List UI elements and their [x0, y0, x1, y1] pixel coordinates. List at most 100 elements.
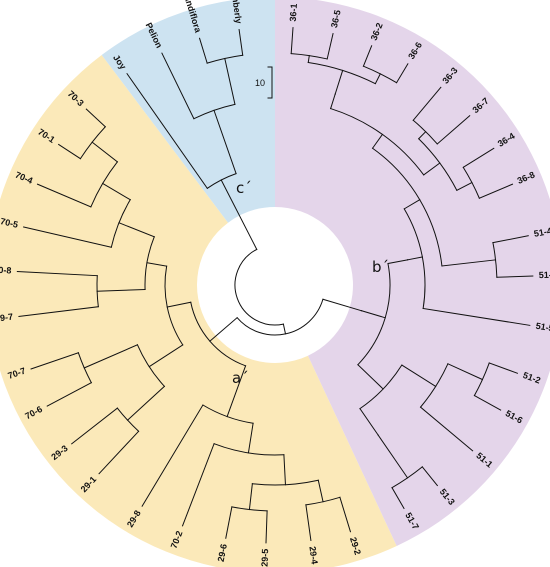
- branch-arc: [236, 298, 324, 336]
- branch-line: [391, 486, 405, 510]
- branch-line: [423, 162, 441, 176]
- branch-line: [421, 466, 439, 487]
- branch-line: [148, 344, 184, 368]
- branch-line: [377, 434, 409, 479]
- branch-line: [478, 183, 514, 199]
- branch-line: [70, 407, 119, 445]
- branch-line: [96, 289, 146, 292]
- branch-line: [57, 143, 82, 160]
- branch-arc: [202, 404, 254, 424]
- branch-arc: [403, 208, 426, 310]
- branches: [16, 27, 534, 544]
- branch-arc: [359, 364, 403, 410]
- branch-arc: [110, 199, 131, 248]
- branch-arc: [251, 479, 319, 486]
- branch-line: [462, 147, 495, 169]
- branch-line: [146, 262, 168, 267]
- leaf-label: 29-7: [0, 312, 14, 324]
- branch-arc: [164, 265, 184, 346]
- clade-label-c: c´: [236, 179, 252, 197]
- branch-arc: [136, 344, 166, 388]
- sector-a: [0, 54, 397, 567]
- branch-line: [360, 310, 386, 319]
- branch-line: [46, 381, 93, 407]
- branch-line: [98, 430, 140, 475]
- branch-line: [362, 45, 373, 67]
- branch-line: [456, 181, 473, 192]
- branch-arc: [234, 248, 284, 326]
- branch-line: [126, 72, 209, 190]
- leaf-label: 29-6: [216, 543, 229, 563]
- branch-line: [226, 365, 247, 418]
- branch-line: [403, 199, 421, 210]
- branch-line: [412, 86, 442, 122]
- branch-arc: [190, 301, 247, 367]
- branch-line: [126, 385, 166, 421]
- branch-line: [496, 275, 534, 278]
- leaf-label: 29-4: [307, 546, 319, 565]
- branch-line: [220, 179, 258, 251]
- branch-line: [30, 352, 79, 370]
- branch-line: [339, 496, 352, 533]
- sector-b: [275, 0, 550, 547]
- branch-arc: [90, 161, 119, 208]
- branch-line: [419, 406, 474, 452]
- branch-arc: [419, 363, 449, 408]
- branch-line: [488, 362, 519, 374]
- branch-line: [447, 363, 484, 381]
- center-hole: [198, 208, 352, 362]
- branch-line: [436, 115, 471, 145]
- branch-line: [225, 506, 233, 539]
- branch-line: [492, 235, 529, 244]
- branch-arc: [307, 61, 377, 85]
- branch-line: [118, 222, 155, 238]
- branch-line: [85, 108, 107, 128]
- leaf-label: 70-8: [0, 265, 12, 276]
- branch-line: [357, 363, 384, 390]
- branch-line: [83, 344, 139, 369]
- branch-line: [282, 323, 287, 335]
- leaf-label: 70-5: [0, 216, 19, 230]
- branch-arc: [144, 236, 155, 291]
- branch-line: [387, 259, 409, 265]
- branch-line: [441, 259, 497, 267]
- branch-line: [141, 404, 204, 507]
- branch-arc: [371, 147, 443, 267]
- branch-line: [161, 52, 195, 120]
- leaf-label: 51-8: [539, 270, 550, 281]
- branch-arc: [417, 138, 458, 192]
- scale-bar: 10: [255, 66, 273, 99]
- branch-arc: [213, 443, 285, 456]
- leaf-label: 51-5: [535, 321, 550, 334]
- branch-line: [91, 141, 119, 163]
- branch-line: [248, 483, 253, 511]
- branch-line: [209, 316, 238, 342]
- branch-line: [359, 407, 379, 436]
- branch-line: [290, 27, 294, 55]
- branch-line: [23, 226, 112, 248]
- branch-line: [224, 57, 236, 105]
- branch-line: [307, 54, 310, 64]
- branch-line: [238, 28, 244, 56]
- branch-line: [395, 63, 409, 84]
- branch-line: [101, 182, 131, 201]
- scale-bar-label: 10: [255, 78, 265, 88]
- branch-line: [473, 394, 502, 411]
- branch-line: [181, 443, 215, 527]
- branch-line: [265, 510, 268, 544]
- leaf-label: 51-4: [533, 226, 550, 239]
- leaf-label: 36-5: [329, 9, 343, 29]
- branch-line: [317, 479, 324, 503]
- branch-line: [374, 73, 381, 85]
- branch-line: [407, 256, 423, 261]
- branch-arc: [330, 107, 425, 176]
- branch-line: [326, 33, 334, 60]
- branch-line: [36, 183, 92, 208]
- branch-line: [213, 109, 237, 175]
- branch-line: [305, 504, 312, 542]
- leaf-label: 29-5: [260, 549, 271, 567]
- branch-line: [371, 133, 384, 149]
- branch-arc: [357, 262, 391, 366]
- branch-line: [322, 298, 362, 312]
